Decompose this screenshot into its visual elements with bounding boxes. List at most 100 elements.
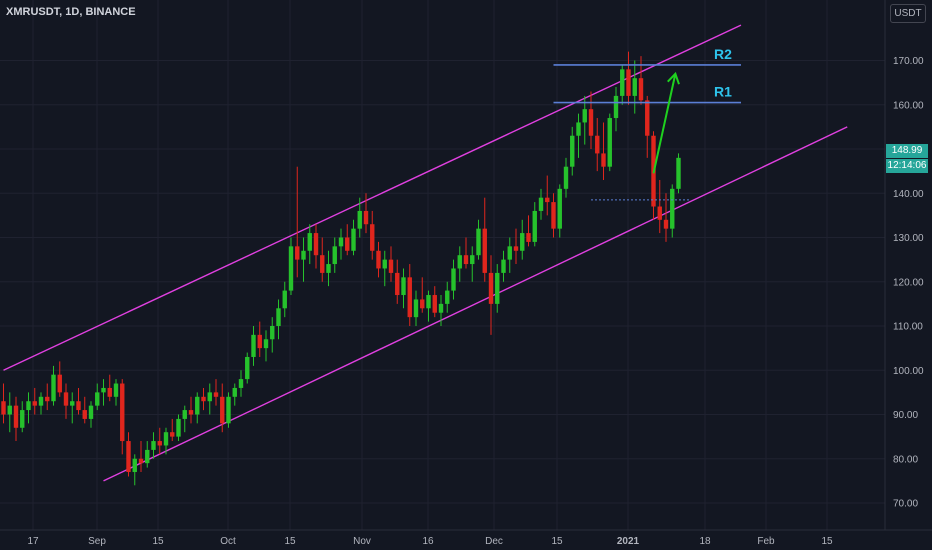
- candle-body: [13, 405, 19, 428]
- candle-body: [557, 188, 562, 229]
- candle-body: [76, 401, 81, 411]
- candle-body: [26, 401, 31, 411]
- candle-body: [451, 268, 456, 291]
- candle-body: [38, 396, 44, 406]
- candle-body: [301, 250, 306, 260]
- candle-body: [620, 69, 625, 96]
- candle-body: [326, 264, 331, 273]
- candle-body: [282, 290, 287, 309]
- time-tick-label: 15: [284, 536, 296, 547]
- candle-body: [520, 233, 525, 251]
- resistance-label-r1: R1: [714, 84, 732, 100]
- resistance-label-r2: R2: [714, 46, 732, 62]
- candle-body: [338, 237, 344, 247]
- candle-body: [345, 237, 350, 251]
- candle-body: [551, 202, 556, 229]
- candle-body: [232, 387, 237, 397]
- candle-body: [113, 383, 119, 397]
- time-tick-label: 2021: [617, 536, 640, 547]
- candle-body: [670, 188, 675, 229]
- time-tick-label: Nov: [353, 536, 371, 547]
- time-tick-label: 18: [699, 536, 711, 547]
- candle-body: [482, 228, 487, 273]
- candle-body: [395, 272, 400, 296]
- candle-body: [188, 410, 194, 415]
- candle-body: [182, 410, 187, 419]
- time-tick-label: 15: [551, 536, 563, 547]
- candle-body: [195, 396, 200, 415]
- price-tick-label: 130.00: [893, 233, 924, 244]
- candle-body: [351, 228, 356, 251]
- candle-body: [245, 356, 250, 380]
- resistance-levels[interactable]: R1 R2: [553, 46, 742, 201]
- candle-body: [582, 109, 587, 123]
- candle-body: [376, 250, 381, 269]
- candle-body: [576, 122, 581, 136]
- candle-body: [538, 197, 544, 211]
- candle-body: [213, 392, 219, 397]
- candle-body: [445, 290, 450, 304]
- candle-body: [238, 379, 244, 388]
- candle-body: [426, 295, 431, 309]
- time-tick-label: Dec: [485, 536, 503, 547]
- candle-body: [220, 396, 225, 424]
- candle-body: [207, 392, 212, 402]
- price-tick-label: 90.00: [893, 410, 918, 421]
- price-axis-panel: [885, 0, 932, 550]
- candle-body: [1, 401, 6, 415]
- candle-body: [532, 210, 537, 242]
- channel-upper-line: [3, 24, 742, 371]
- candle-body: [57, 374, 62, 393]
- candle-body: [201, 396, 206, 402]
- price-tick-label: 120.00: [893, 277, 924, 288]
- last-price-label: 148.99: [886, 144, 928, 158]
- price-tick-label: 110.00: [893, 322, 923, 333]
- arrow-shaft: [652, 73, 677, 174]
- candle-body: [151, 441, 156, 450]
- candle-body: [470, 255, 475, 265]
- candle-body: [263, 339, 269, 349]
- candle-body: [463, 255, 469, 265]
- candle-body: [107, 387, 112, 397]
- candle-body: [457, 255, 462, 269]
- candle-body: [332, 246, 337, 265]
- candle-body: [420, 299, 425, 309]
- price-tick-label: 80.00: [893, 454, 918, 465]
- candle-body: [488, 272, 494, 304]
- candle-body: [51, 374, 56, 402]
- currency-button[interactable]: USDT: [890, 4, 926, 23]
- candle-body: [626, 69, 631, 96]
- candle-body: [45, 396, 50, 402]
- candle-body: [570, 135, 575, 167]
- candle-body: [88, 405, 94, 419]
- candle-body: [101, 387, 106, 393]
- candle-body: [313, 233, 319, 256]
- time-axis[interactable]: 17 Sep 15 Oct 15 Nov 16 Dec 15 2021 18 Feb 15: [27, 536, 833, 547]
- time-tick-label: 15: [152, 536, 164, 547]
- candle-body: [413, 299, 419, 318]
- candle-body: [7, 405, 12, 415]
- candle-body: [632, 78, 637, 96]
- candle-body: [507, 246, 512, 260]
- symbol-title: XMRUSDT, 1D, BINANCE: [6, 6, 136, 18]
- time-tick-label: 15: [821, 536, 833, 547]
- price-tick-label: 100.00: [893, 366, 924, 377]
- candle-body: [276, 308, 281, 326]
- price-tick-label: 160.00: [893, 100, 924, 111]
- candle-body: [663, 219, 669, 229]
- candle-body: [601, 153, 606, 167]
- candlestick-series: [1, 51, 681, 486]
- time-tick-label: Feb: [757, 536, 775, 547]
- price-tick-label: 70.00: [893, 499, 918, 510]
- time-tick-label: Oct: [220, 536, 236, 547]
- candle-body: [588, 109, 594, 136]
- time-tick-label: 16: [422, 536, 434, 547]
- time-axis-panel: [0, 530, 932, 550]
- candle-body: [295, 246, 300, 260]
- candle-body: [251, 334, 256, 357]
- candle-body: [438, 303, 444, 313]
- price-tick-label: 170.00: [893, 56, 924, 67]
- candle-body: [363, 210, 369, 225]
